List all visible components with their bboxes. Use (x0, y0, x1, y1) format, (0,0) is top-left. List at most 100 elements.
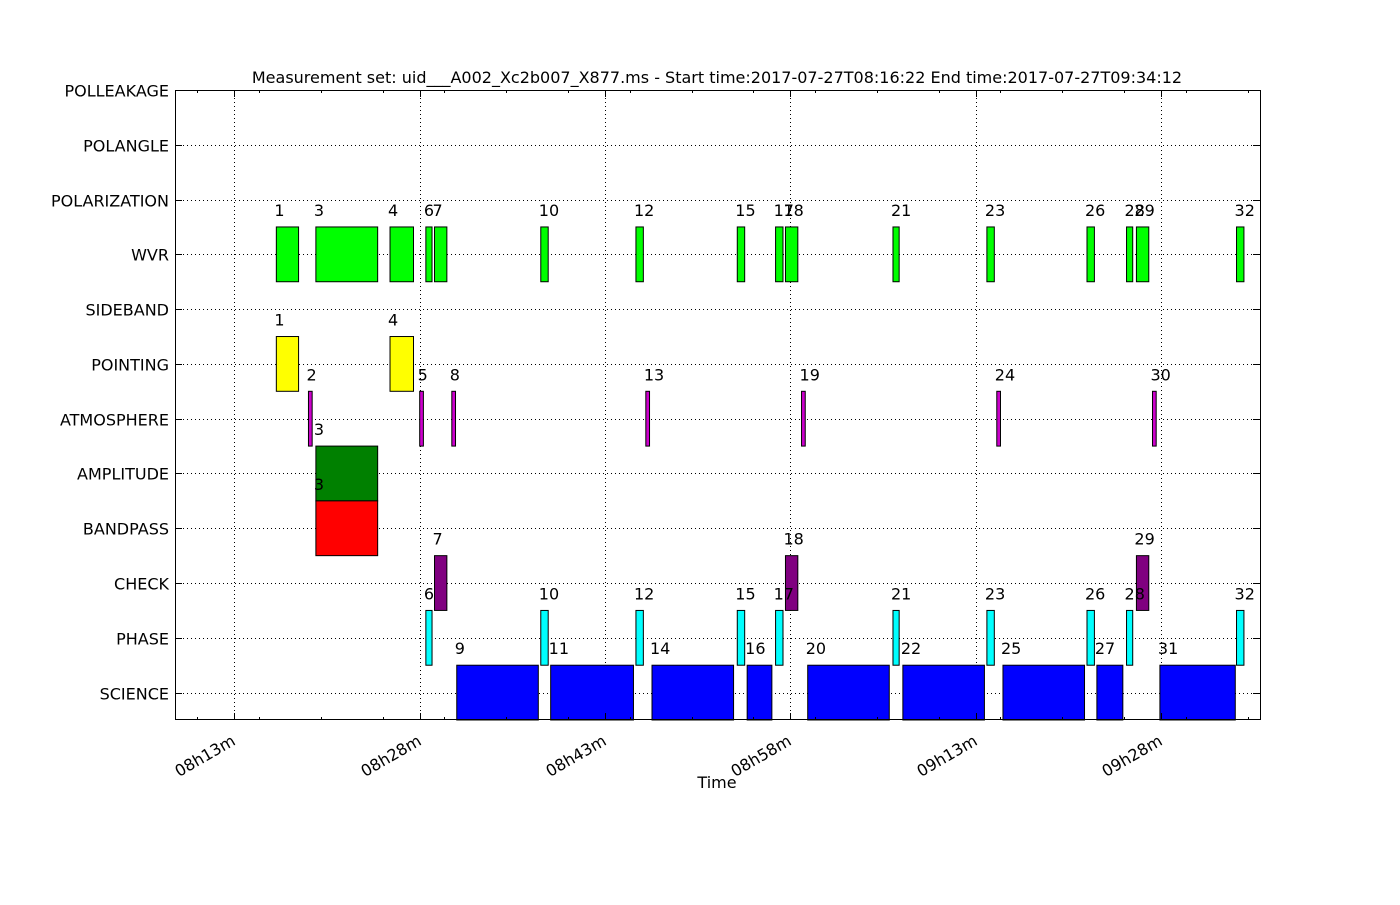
scan-bar-atmosphere (801, 390, 806, 447)
scan-bar-science (746, 664, 773, 721)
scan-label: 10 (539, 584, 559, 603)
scan-bar-wvr (540, 226, 549, 283)
scan-label: 1 (274, 311, 284, 330)
scan-bar-check (1135, 555, 1150, 611)
plot-frame (175, 90, 1261, 720)
x-tick-label: 08h58m (727, 731, 794, 781)
scan-bar-phase (1086, 609, 1095, 666)
scan-bar-phase (986, 609, 995, 666)
scan-label: 15 (735, 201, 755, 220)
scan-bar-science (456, 664, 539, 721)
scan-bar-wvr (434, 226, 448, 283)
scan-bar-wvr (1135, 226, 1150, 283)
scan-label: 12 (634, 201, 654, 220)
scan-bar-phase (635, 609, 644, 666)
y-tick-label: BANDPASS (83, 520, 169, 539)
scan-bar-science (1159, 664, 1236, 721)
scan-label: 32 (1235, 201, 1255, 220)
scan-label: 8 (450, 365, 460, 384)
scan-bar-wvr (775, 226, 784, 283)
x-tick-label: 08h13m (171, 731, 238, 781)
scan-label: 29 (1134, 201, 1154, 220)
scan-label: 21 (891, 201, 911, 220)
y-tick-label: POLLEAKAGE (64, 82, 169, 101)
scan-bar-science (807, 664, 890, 721)
scan-label: 1 (274, 201, 284, 220)
scan-bar-wvr (389, 226, 415, 283)
chart-title: Measurement set: uid___A002_Xc2b007_X877… (252, 68, 1182, 88)
scan-label: 6 (424, 201, 434, 220)
scan-label: 21 (891, 584, 911, 603)
scan-bar-pointing (275, 336, 300, 392)
scan-bar-atmosphere (996, 390, 1001, 447)
scan-bar-phase (892, 609, 900, 666)
scan-label: 23 (985, 201, 1005, 220)
scan-label: 11 (549, 639, 569, 658)
grid-lines (175, 90, 1260, 720)
scan-label: 27 (1095, 639, 1115, 658)
scan-label: 18 (783, 530, 803, 549)
scan-bar-science (550, 664, 634, 721)
scan-bar-pointing (389, 336, 415, 392)
scan-bar-wvr (1126, 226, 1134, 283)
scan-bar-check (784, 555, 799, 611)
scan-label: 24 (995, 365, 1015, 384)
scan-label: 32 (1235, 584, 1255, 603)
scan-label: 30 (1150, 365, 1170, 384)
scan-label: 2 (306, 365, 316, 384)
scan-label: 17 (774, 584, 794, 603)
scan-label: 3 (314, 420, 324, 439)
y-tick-label: AMPLITUDE (77, 465, 169, 484)
scan-bar-science (902, 664, 985, 721)
scan-label: 23 (985, 584, 1005, 603)
scan-label: 29 (1134, 530, 1154, 549)
scan-label: 16 (745, 639, 765, 658)
scan-bar-science (1096, 664, 1124, 721)
scan-label: 4 (388, 201, 398, 220)
scan-label: 28 (1125, 201, 1145, 220)
scan-bar-science (651, 664, 735, 721)
scan-label: 7 (433, 530, 443, 549)
scan-bar-wvr (986, 226, 995, 283)
scan-bar-phase (736, 609, 746, 666)
scan-bar-bandpass (315, 500, 379, 557)
scan-label: 7 (433, 201, 443, 220)
x-tick-label: 08h28m (357, 731, 424, 781)
scan-bar-wvr (315, 226, 379, 283)
y-tick-label: ATMOSPHERE (60, 411, 169, 430)
scan-label: 25 (1001, 639, 1021, 658)
scan-label: 3 (314, 475, 324, 494)
scan-label: 14 (650, 639, 670, 658)
scan-bar-atmosphere (451, 390, 457, 447)
scan-label: 15 (735, 584, 755, 603)
scan-label: 6 (424, 584, 434, 603)
scan-bar-wvr (1236, 226, 1245, 283)
scan-bar-wvr (275, 226, 300, 283)
scan-label: 12 (634, 584, 654, 603)
y-tick-label: PHASE (116, 630, 169, 649)
scan-bar-phase (540, 609, 549, 666)
y-tick-label: CHECK (114, 575, 169, 594)
scan-bar-wvr (1086, 226, 1095, 283)
scan-label: 31 (1158, 639, 1178, 658)
x-tick-label: 08h43m (542, 731, 609, 781)
scan-bar-check (434, 555, 448, 611)
scan-label: 26 (1085, 584, 1105, 603)
y-tick-label: WVR (131, 246, 169, 265)
y-tick-label: POLARIZATION (51, 192, 169, 211)
scan-bar-wvr (635, 226, 644, 283)
scan-label: 20 (806, 639, 826, 658)
scan-label: 5 (418, 365, 428, 384)
x-axis-label: Time (696, 773, 736, 792)
scan-label: 3 (314, 201, 324, 220)
y-tick-label: POINTING (91, 356, 169, 375)
scan-label: 17 (774, 201, 794, 220)
scan-label: 26 (1085, 201, 1105, 220)
scan-bar-wvr (892, 226, 900, 283)
scan-label: 10 (539, 201, 559, 220)
scan-bar-phase (775, 609, 784, 666)
scan-label: 9 (455, 639, 465, 658)
y-tick-label: SIDEBAND (85, 301, 169, 320)
scan-bar-wvr (784, 226, 799, 283)
